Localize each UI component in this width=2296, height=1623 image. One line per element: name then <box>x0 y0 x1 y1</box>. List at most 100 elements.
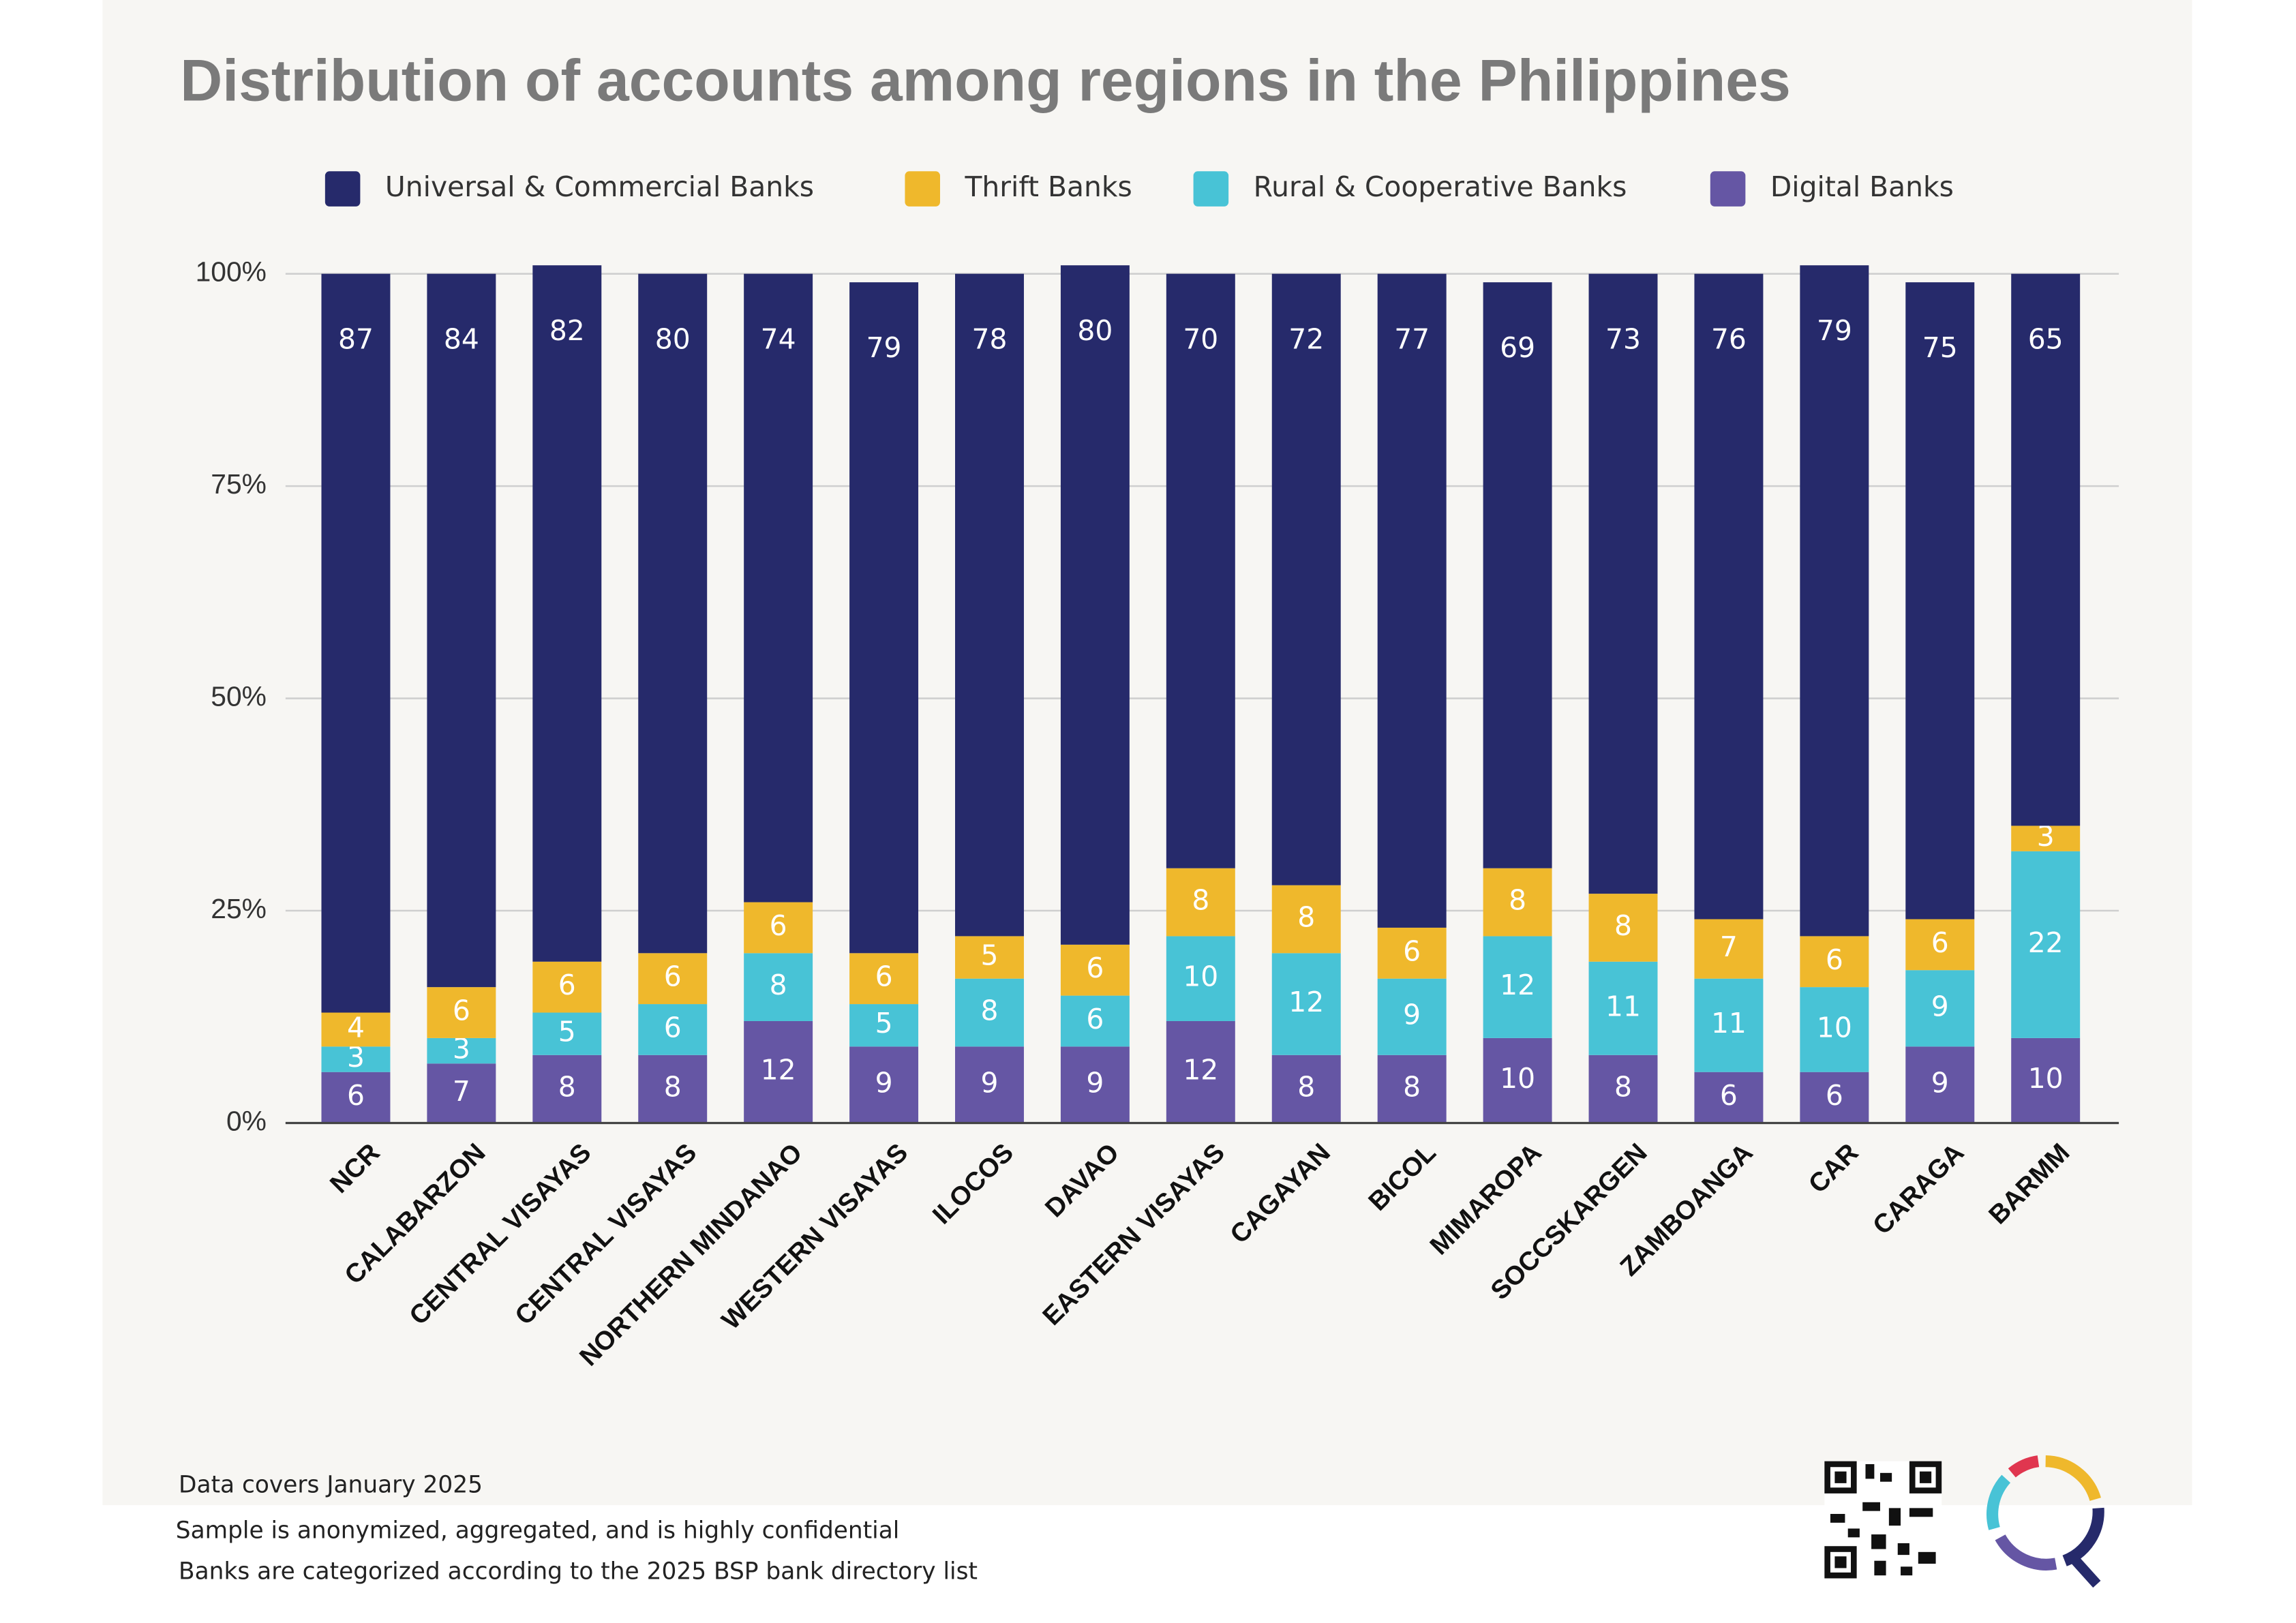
value-label: 84 <box>444 322 479 355</box>
value-label: 79 <box>1817 314 1852 347</box>
bar-segment <box>532 1012 602 1055</box>
legend: Universal & Commercial Banks Thrift Banks… <box>324 170 1954 207</box>
bar-segment <box>744 953 813 1021</box>
value-label: 82 <box>549 314 585 347</box>
value-label: 74 <box>761 322 796 355</box>
value-label: 78 <box>972 322 1008 355</box>
value-label: 6 <box>1826 1079 1843 1112</box>
value-label: 69 <box>1500 331 1535 364</box>
legend-label: Thrift Banks <box>965 170 1132 203</box>
y-tick-label: 0% <box>226 1105 267 1136</box>
bar-segment <box>321 1012 391 1047</box>
bar-segment <box>1483 282 1552 868</box>
footnote: Sample is anonymized, aggregated, and is… <box>176 1517 900 1544</box>
value-label: 10 <box>2028 1062 2064 1095</box>
value-label: 8 <box>1614 909 1632 942</box>
value-label: 6 <box>664 1011 682 1044</box>
legend-label: Rural & Cooperative Banks <box>1254 170 1627 203</box>
bar-segment <box>1377 273 1447 928</box>
bar-segment <box>1588 273 1658 894</box>
bar-segment <box>1271 273 1341 885</box>
value-label: 6 <box>1826 943 1843 976</box>
bar-segment <box>532 1055 602 1123</box>
bar-segment <box>2011 851 2081 1038</box>
bar-segment <box>1694 919 1764 979</box>
value-label: 6 <box>875 960 893 993</box>
bar-segment <box>532 265 602 962</box>
value-label: 9 <box>981 1066 999 1099</box>
value-label: 6 <box>770 909 787 942</box>
bar-segment <box>1271 885 1341 954</box>
value-label: 76 <box>1711 322 1747 355</box>
bar-segment <box>321 1072 391 1123</box>
bar-segment <box>1377 927 1447 979</box>
bar-segment <box>321 273 391 1013</box>
bar-segment <box>638 953 708 1005</box>
value-label: 87 <box>338 322 374 355</box>
value-label: 80 <box>655 322 691 355</box>
bar-segment <box>1060 1046 1130 1123</box>
value-label: 6 <box>558 969 576 1001</box>
bar-segment <box>1060 944 1130 996</box>
bar-segment <box>1166 936 1235 1021</box>
logo <box>1987 1455 2104 1588</box>
bar-segment <box>744 1020 813 1123</box>
bar-segment <box>955 978 1024 1047</box>
bar-segment <box>1483 868 1552 937</box>
bar-segment <box>2011 1037 2081 1123</box>
value-label: 8 <box>1509 884 1526 917</box>
legend-swatch <box>905 171 940 207</box>
y-tick-label: 100% <box>196 256 267 287</box>
value-label: 6 <box>1086 952 1104 984</box>
value-label: 7 <box>453 1075 470 1108</box>
value-label: 12 <box>1500 969 1535 1001</box>
value-label: 5 <box>875 1007 893 1040</box>
value-label: 79 <box>866 331 902 364</box>
bar-segment <box>1905 970 1975 1047</box>
value-label: 22 <box>2028 926 2064 959</box>
value-label: 73 <box>1605 322 1641 355</box>
value-label: 9 <box>1086 1066 1104 1099</box>
bar-segment <box>849 1004 919 1047</box>
bar-segment <box>532 961 602 1013</box>
bar-segment <box>427 273 496 988</box>
value-label: 11 <box>1605 990 1641 1022</box>
value-label: 8 <box>770 969 787 1001</box>
bar-segment <box>1377 1055 1447 1123</box>
bar-segment <box>1905 919 1975 971</box>
bar-segment <box>1271 1055 1341 1123</box>
legend-swatch <box>1710 171 1746 207</box>
value-label: 12 <box>761 1054 796 1087</box>
bar-segment <box>1588 894 1658 962</box>
bar-segment <box>1377 978 1447 1055</box>
bar-segment <box>1166 273 1235 868</box>
legend-swatch <box>1193 171 1229 207</box>
bar-segment <box>2011 273 2081 826</box>
bar-segment <box>1800 1072 1869 1123</box>
bar-segment <box>849 1046 919 1123</box>
y-tick-label: 50% <box>211 680 267 712</box>
legend-label: Digital Banks <box>1770 170 1954 203</box>
bar-segment <box>849 282 919 954</box>
bar-segment <box>1588 961 1658 1055</box>
value-label: 12 <box>1183 1054 1218 1087</box>
value-label: 6 <box>1086 1003 1104 1035</box>
bar-segment <box>1905 1046 1975 1123</box>
bar-segment <box>638 1004 708 1055</box>
bar-segment <box>638 1055 708 1123</box>
value-label: 8 <box>664 1071 682 1104</box>
bar-segment <box>427 1037 496 1064</box>
value-label: 8 <box>1614 1071 1632 1104</box>
bar-segment <box>1694 1072 1764 1123</box>
value-label: 77 <box>1394 322 1430 355</box>
value-label: 6 <box>453 995 470 1027</box>
value-label: 9 <box>1931 990 1949 1022</box>
bar-segment <box>1588 1055 1658 1123</box>
bar-segment <box>955 1046 1024 1123</box>
bar-segment <box>1694 273 1764 920</box>
value-label: 8 <box>1403 1071 1421 1104</box>
bar-segment <box>744 273 813 902</box>
value-label: 11 <box>1711 1007 1747 1040</box>
